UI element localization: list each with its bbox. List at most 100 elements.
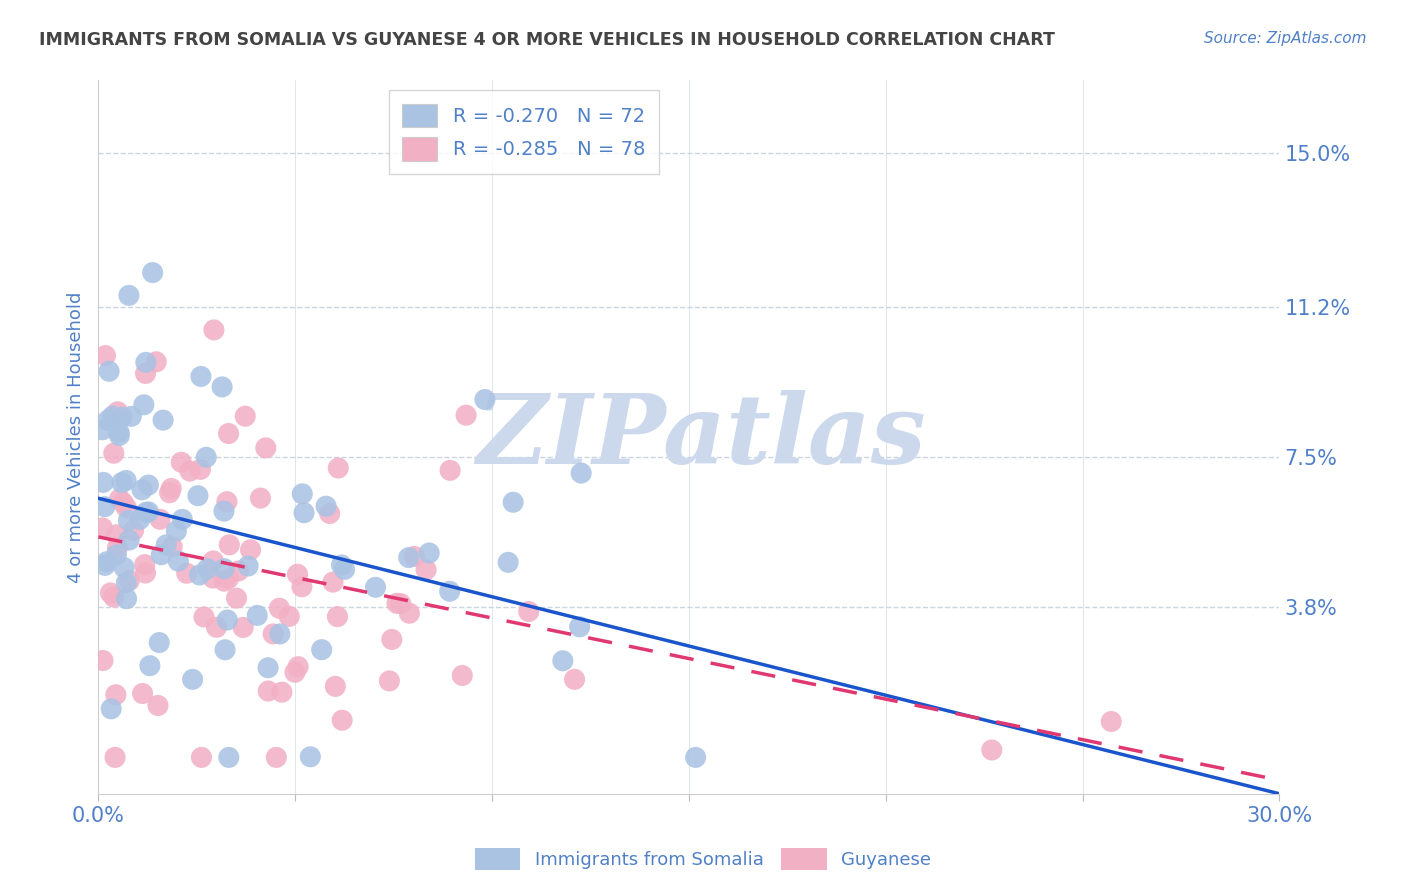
Point [228, 564, 250, 578]
Point [270, 685, 292, 699]
Text: ZIPatlas: ZIPatlas [477, 390, 925, 484]
Point [134, 558, 156, 572]
Point [142, 266, 165, 280]
Point [118, 574, 141, 588]
Point [233, 409, 256, 424]
Point [398, 550, 420, 565]
Point [568, 620, 591, 634]
Point [160, 540, 183, 554]
Point [318, 507, 340, 521]
Point [217, 572, 239, 586]
Point [287, 567, 309, 582]
Point [91, 521, 114, 535]
Point [217, 613, 239, 627]
Point [115, 474, 138, 488]
Point [179, 464, 201, 478]
Point [134, 566, 156, 580]
Point [135, 505, 157, 519]
Point [292, 506, 315, 520]
Point [266, 750, 288, 764]
Point [120, 409, 142, 424]
Point [378, 673, 401, 688]
Point [91, 423, 114, 437]
Point [115, 575, 138, 590]
Point [315, 499, 337, 513]
Point [112, 496, 135, 510]
Point [202, 323, 225, 337]
Point [91, 653, 114, 667]
Point [1099, 714, 1122, 729]
Point [980, 743, 1002, 757]
Point [212, 562, 235, 576]
Point [232, 620, 254, 634]
Point [193, 610, 215, 624]
Point [218, 750, 240, 764]
Point [97, 413, 120, 427]
Point [103, 590, 125, 604]
Point [381, 632, 404, 647]
Point [170, 455, 193, 469]
Point [100, 702, 122, 716]
Point [105, 548, 128, 562]
Point [333, 562, 356, 576]
Point [94, 349, 117, 363]
Point [364, 580, 387, 594]
Point [107, 541, 129, 555]
Point [111, 410, 134, 425]
Point [299, 749, 322, 764]
Point [112, 560, 135, 574]
Point [284, 665, 307, 680]
Point [291, 580, 314, 594]
Point [190, 369, 212, 384]
Point [146, 698, 169, 713]
Point [96, 555, 118, 569]
Point [569, 466, 592, 480]
Point [150, 548, 173, 562]
Point [149, 512, 172, 526]
Point [254, 441, 277, 455]
Y-axis label: 4 or more Vehicles in Household: 4 or more Vehicles in Household [66, 292, 84, 582]
Point [159, 485, 181, 500]
Point [94, 558, 117, 573]
Point [291, 487, 314, 501]
Point [187, 489, 209, 503]
Point [197, 562, 219, 576]
Point [138, 505, 160, 519]
Point [551, 654, 574, 668]
Point [404, 549, 426, 564]
Point [91, 475, 114, 490]
Point [101, 409, 124, 423]
Point [287, 659, 309, 673]
Point [104, 750, 127, 764]
Point [236, 559, 259, 574]
Point [496, 555, 519, 569]
Point [172, 512, 194, 526]
Point [212, 574, 235, 589]
Point [246, 608, 269, 623]
Point [117, 513, 139, 527]
Point [118, 288, 141, 302]
Point [269, 627, 291, 641]
Point [685, 750, 707, 764]
Point [323, 679, 346, 693]
Point [215, 494, 238, 508]
Point [188, 568, 211, 582]
Legend: Immigrants from Somalia, Guyanese: Immigrants from Somalia, Guyanese [468, 840, 938, 877]
Legend: R = -0.270   N = 72, R = -0.285   N = 78: R = -0.270 N = 72, R = -0.285 N = 78 [388, 90, 658, 175]
Point [176, 566, 198, 581]
Point [249, 491, 271, 505]
Point [202, 554, 225, 568]
Text: IMMIGRANTS FROM SOMALIA VS GUYANESE 4 OR MORE VEHICLES IN HOUSEHOLD CORRELATION : IMMIGRANTS FROM SOMALIA VS GUYANESE 4 OR… [39, 31, 1056, 49]
Point [190, 750, 212, 764]
Point [148, 635, 170, 649]
Point [155, 538, 177, 552]
Point [98, 364, 121, 378]
Point [474, 392, 496, 407]
Point [122, 524, 145, 538]
Point [108, 491, 131, 506]
Point [108, 425, 131, 440]
Text: Source: ZipAtlas.com: Source: ZipAtlas.com [1204, 31, 1367, 46]
Point [128, 512, 150, 526]
Point [456, 408, 478, 422]
Point [111, 475, 134, 490]
